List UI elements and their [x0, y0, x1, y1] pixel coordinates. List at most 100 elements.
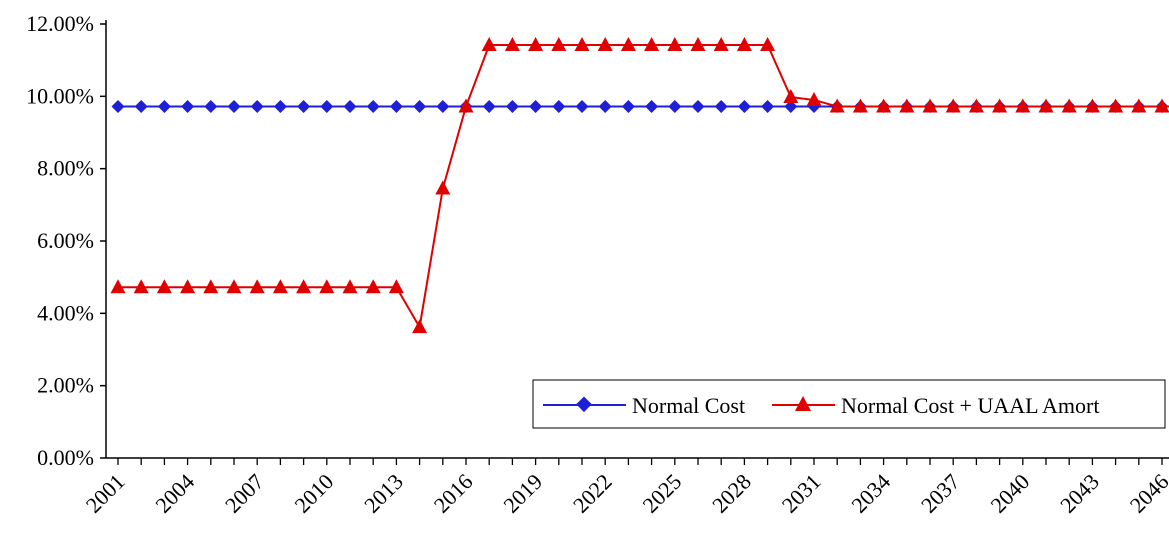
- x-tick-label: 2013: [359, 469, 408, 518]
- data-point-triangle: [644, 36, 660, 51]
- x-tick-label: 2007: [220, 469, 269, 518]
- data-point-diamond: [668, 99, 682, 113]
- x-tick-label: 2034: [846, 469, 895, 518]
- data-point-triangle: [296, 279, 312, 294]
- data-point-diamond: [645, 99, 659, 113]
- data-point-triangle: [412, 319, 428, 334]
- data-point-triangle: [528, 36, 544, 51]
- data-point-triangle: [319, 279, 335, 294]
- data-point-triangle: [876, 98, 892, 113]
- data-point-triangle: [1061, 98, 1077, 113]
- data-point-triangle: [922, 98, 938, 113]
- data-point-diamond: [505, 99, 519, 113]
- data-point-triangle: [504, 36, 520, 51]
- legend-label-normal-cost: Normal Cost: [632, 393, 745, 418]
- data-point-diamond: [250, 99, 264, 113]
- legend-box: [532, 379, 1166, 429]
- y-tick-label: 8.00%: [37, 156, 94, 181]
- data-point-triangle: [597, 36, 613, 51]
- data-point-diamond: [297, 99, 311, 113]
- data-point-triangle: [806, 91, 822, 106]
- x-tick-label: 2031: [777, 469, 826, 518]
- data-point-diamond: [598, 99, 612, 113]
- y-tick-label: 6.00%: [37, 228, 94, 253]
- y-tick-label: 2.00%: [37, 373, 94, 398]
- data-point-triangle: [574, 36, 590, 51]
- y-tick-label: 10.00%: [26, 83, 94, 108]
- series-layer: [110, 36, 1169, 334]
- data-point-triangle: [992, 98, 1008, 113]
- data-point-triangle: [458, 98, 474, 113]
- data-point-triangle: [829, 98, 845, 113]
- data-point-triangle: [760, 36, 776, 51]
- data-point-triangle: [272, 279, 288, 294]
- data-point-diamond: [552, 99, 566, 113]
- data-point-diamond: [482, 99, 496, 113]
- data-point-triangle: [899, 98, 915, 113]
- data-point-triangle: [1154, 98, 1169, 113]
- data-point-diamond: [784, 99, 798, 113]
- data-point-diamond: [761, 99, 775, 113]
- data-point-triangle: [156, 279, 172, 294]
- x-tick-label: 2022: [568, 469, 617, 518]
- data-point-diamond: [737, 99, 751, 113]
- data-point-triangle: [203, 279, 219, 294]
- x-tick-label: 2025: [638, 469, 687, 518]
- data-point-triangle: [968, 98, 984, 113]
- data-point-diamond: [366, 99, 380, 113]
- data-point-triangle: [249, 279, 265, 294]
- y-tick-label: 0.00%: [37, 445, 94, 470]
- data-point-triangle: [945, 98, 961, 113]
- data-point-diamond: [227, 99, 241, 113]
- y-tick-label: 4.00%: [37, 300, 94, 325]
- x-tick-label: 2028: [707, 469, 756, 518]
- x-tick-label: 2043: [1055, 469, 1104, 518]
- data-point-triangle: [481, 36, 497, 51]
- data-point-diamond: [714, 99, 728, 113]
- x-tick-label: 2004: [150, 469, 199, 518]
- data-point-triangle: [852, 98, 868, 113]
- data-point-triangle: [551, 36, 567, 51]
- data-point-diamond: [529, 99, 543, 113]
- y-axis-ticks: 0.00% 2.00% 4.00% 6.00% 8.00% 10.00% 12.00%: [26, 11, 106, 470]
- x-tick-label: 2001: [81, 469, 130, 518]
- data-point-triangle: [620, 36, 636, 51]
- data-point-triangle: [133, 279, 149, 294]
- data-point-triangle: [783, 89, 799, 104]
- x-tick-label: 2016: [429, 469, 478, 518]
- data-point-triangle: [110, 279, 126, 294]
- data-point-triangle: [736, 36, 752, 51]
- data-point-diamond: [343, 99, 357, 113]
- data-point-diamond: [413, 99, 427, 113]
- data-point-triangle: [435, 180, 451, 195]
- data-point-triangle: [388, 279, 404, 294]
- data-point-diamond: [181, 99, 195, 113]
- data-point-diamond: [134, 99, 148, 113]
- chart-legend: Normal Cost Normal Cost + UAAL Amort: [532, 379, 1166, 429]
- data-point-diamond: [389, 99, 403, 113]
- data-point-diamond: [691, 99, 705, 113]
- data-point-diamond: [273, 99, 287, 113]
- legend-label-normal-cost-uaal: Normal Cost + UAAL Amort: [841, 393, 1099, 418]
- x-tick-label: 2046: [1125, 469, 1169, 518]
- x-axis-ticks: 2001 2004 2007 2010 2013 2016 2019 2022 2025 2028…: [81, 458, 1169, 518]
- x-tick-label: 2040: [986, 469, 1035, 518]
- data-point-diamond: [436, 99, 450, 113]
- data-point-diamond: [204, 99, 218, 113]
- legend-marker-normal-cost-uaal: [795, 396, 811, 411]
- data-point-triangle: [180, 279, 196, 294]
- data-point-diamond: [157, 99, 171, 113]
- data-point-triangle: [365, 279, 381, 294]
- data-point-diamond: [320, 99, 334, 113]
- x-tick-label: 2037: [916, 469, 965, 518]
- x-tick-label: 2010: [290, 469, 339, 518]
- data-point-triangle: [1038, 98, 1054, 113]
- data-point-triangle: [1015, 98, 1031, 113]
- data-point-triangle: [342, 279, 358, 294]
- data-point-triangle: [713, 36, 729, 51]
- data-point-triangle: [1084, 98, 1100, 113]
- data-point-triangle: [226, 279, 242, 294]
- x-tick-label: 2019: [498, 469, 547, 518]
- data-point-triangle: [1108, 98, 1124, 113]
